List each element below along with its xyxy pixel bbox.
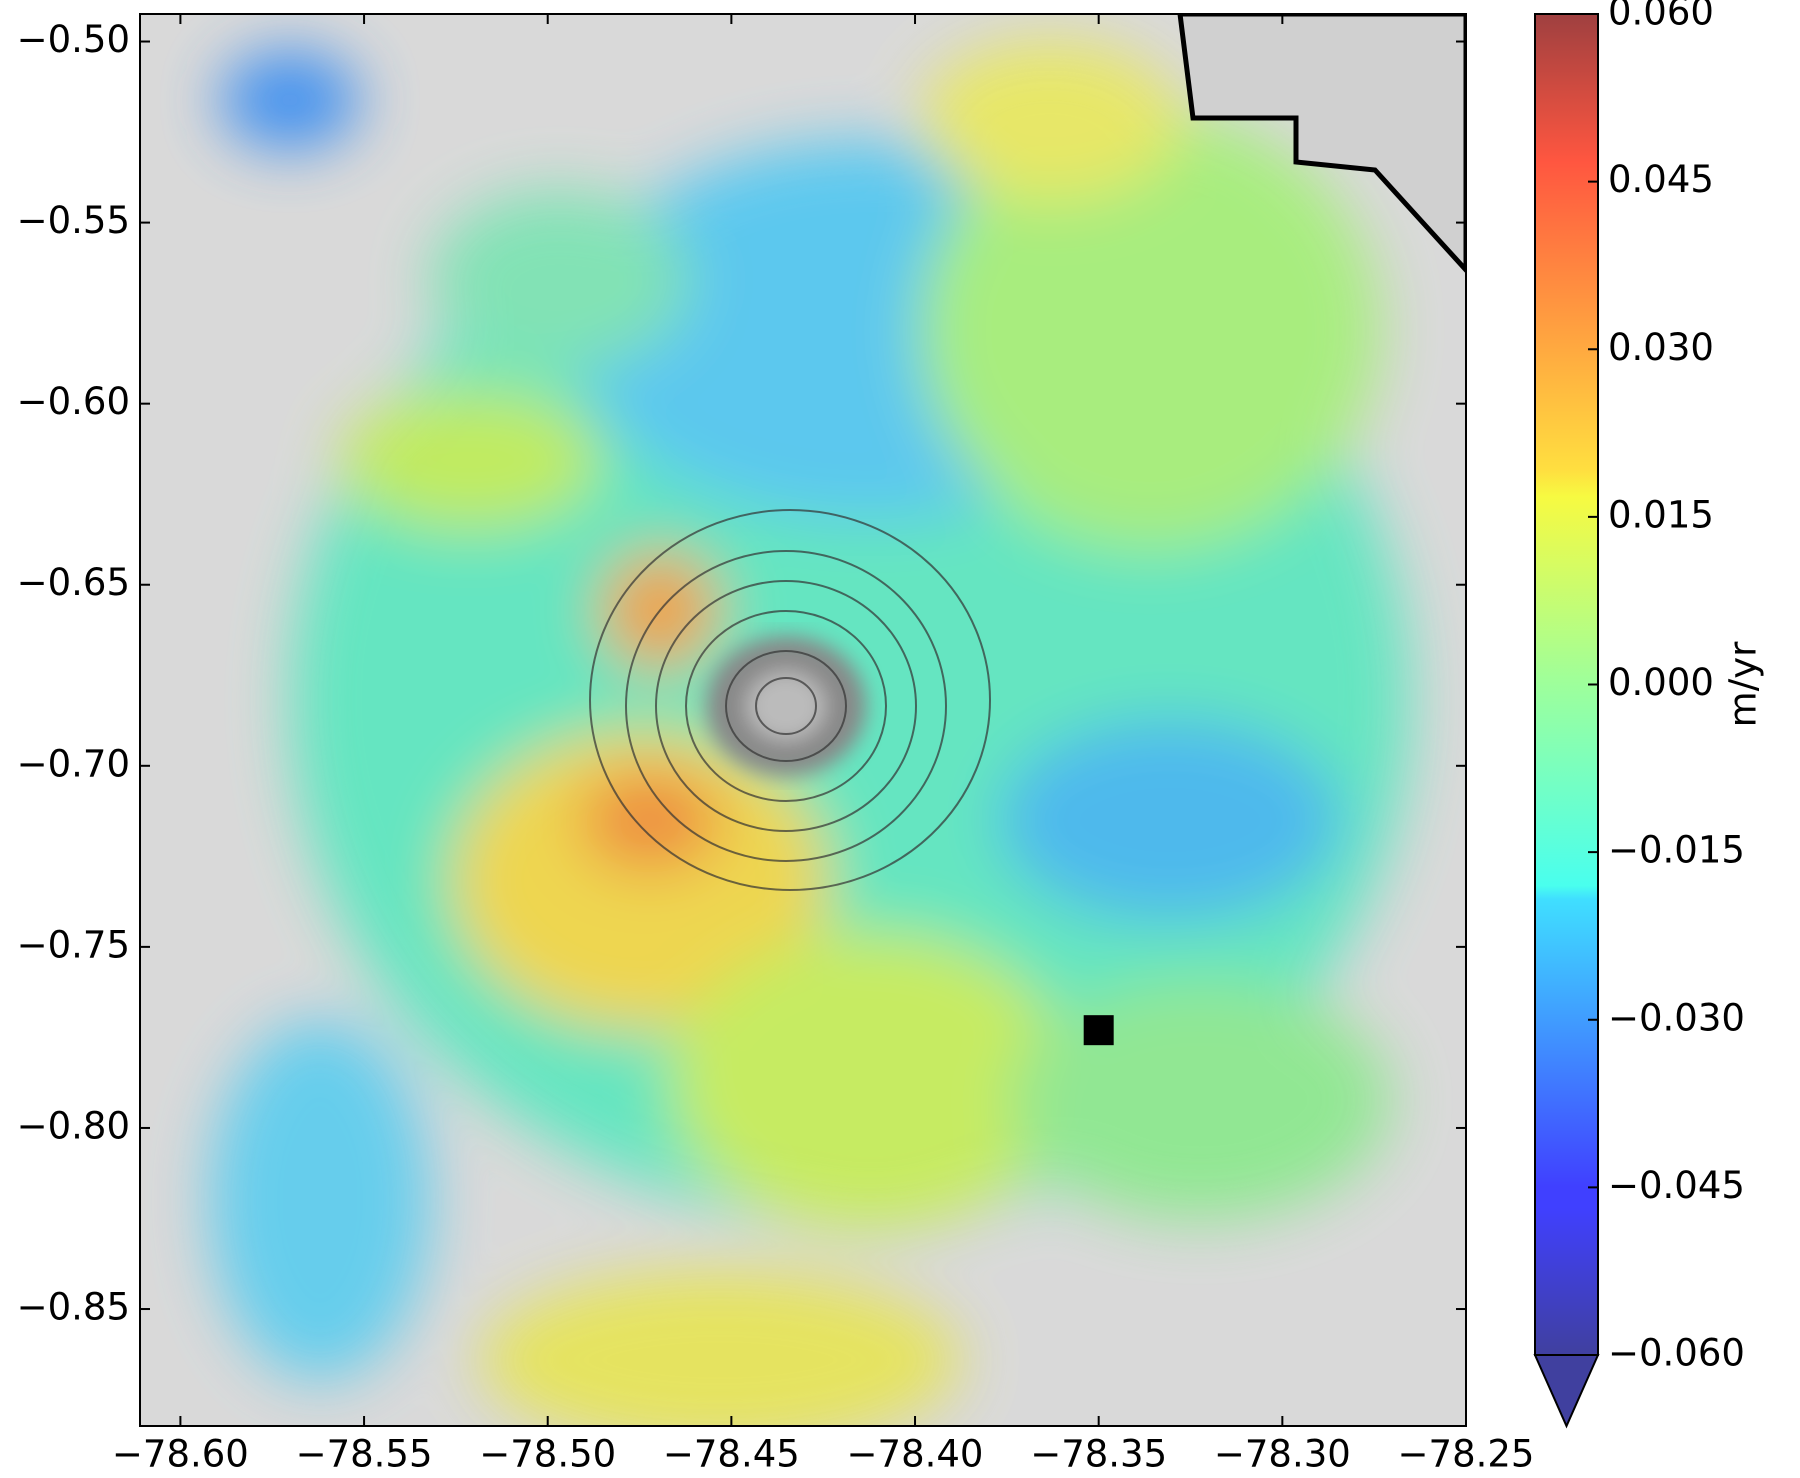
x-tick-label: −78.55 <box>296 1433 433 1476</box>
colorbar-tick-label: −0.030 <box>1608 996 1745 1039</box>
x-tick-label: −78.35 <box>1030 1433 1167 1476</box>
y-tick-label: −0.65 <box>17 561 130 604</box>
contours <box>589 509 991 891</box>
x-tick-label: −78.60 <box>112 1433 249 1476</box>
axes: −78.60 −78.55 −78.50 −78.45 −78.40 −78.35 −78.… <box>17 14 1535 1476</box>
colorbar-tick-label: −0.060 <box>1608 1332 1745 1375</box>
y-tick-label: −0.80 <box>17 1104 130 1147</box>
colorbar-tick-label: 0.015 <box>1608 493 1714 536</box>
x-tick-label: −78.40 <box>847 1433 984 1476</box>
colorbar-tick-label: −0.045 <box>1608 1164 1745 1207</box>
colorbar-label: m/yr <box>1722 641 1765 727</box>
map-raster <box>140 14 1466 1426</box>
no-data-area <box>1177 14 1466 274</box>
y-tick-label: −0.70 <box>17 742 130 785</box>
colorbar-tick-label: 0.060 <box>1608 0 1714 34</box>
y-tick-label: −0.55 <box>17 199 130 242</box>
y-tick-label: −0.75 <box>17 923 130 966</box>
volcano-summit <box>706 636 866 776</box>
colorbar-body <box>1534 13 1599 1356</box>
x-tick-label: −78.25 <box>1398 1433 1535 1476</box>
y-tick-label: −0.85 <box>17 1286 130 1329</box>
colorbar-tick-label: −0.015 <box>1608 829 1745 872</box>
x-tick-label: −78.50 <box>479 1433 616 1476</box>
reference-point <box>1083 1015 1114 1046</box>
x-tick-label: −78.30 <box>1214 1433 1351 1476</box>
colorbar-tick-label: 0.045 <box>1608 158 1714 201</box>
colorbar: 0.060 0.045 0.030 0.015 0.000 −0.015 −0.030 −0.… <box>1533 0 1765 1429</box>
colorbar-extension <box>1533 1354 1600 1429</box>
colorbar-tick-label: 0.000 <box>1608 661 1714 704</box>
colorbar-tick-label: 0.030 <box>1608 326 1714 369</box>
y-tick-label: −0.60 <box>17 380 130 423</box>
plot-frame <box>139 13 1467 1427</box>
y-tick-label: −0.50 <box>17 18 130 61</box>
x-tick-label: −78.45 <box>663 1433 800 1476</box>
